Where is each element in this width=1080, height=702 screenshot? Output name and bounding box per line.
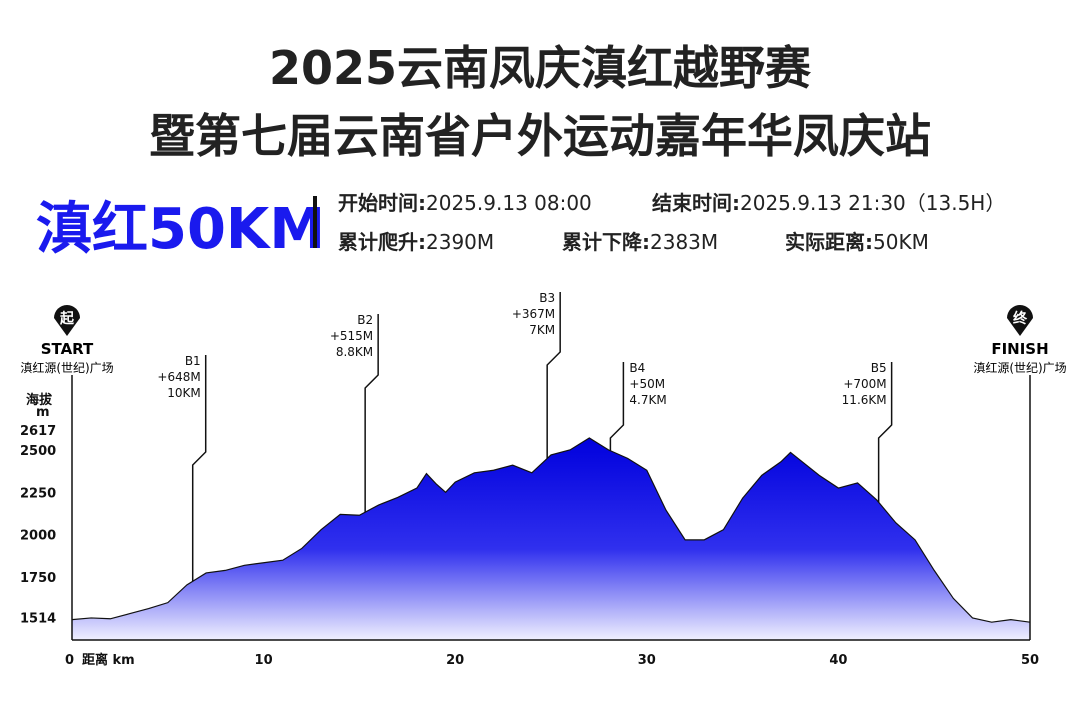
info-value: 2390M — [426, 230, 494, 254]
area-fill — [72, 437, 1030, 640]
info-value: 50KM — [873, 230, 929, 254]
y-tick-label: 2250 — [20, 486, 56, 501]
title: 2025云南凤庆滇红越野赛 — [269, 41, 812, 95]
info-value: 2025.9.13 21:30（13.5H） — [740, 191, 1005, 215]
separator — [313, 196, 317, 248]
info-item: 实际距离:50KM — [785, 230, 929, 254]
marker-icon: 起 — [59, 310, 75, 327]
marker-place: 滇红源(世纪)广场 — [973, 360, 1066, 375]
info-label: 结束时间: — [652, 191, 740, 215]
info-item: 累计爬升:2390M — [338, 230, 494, 254]
x-tick-label: 30 — [638, 653, 656, 668]
annotation-text: +367M — [512, 307, 555, 321]
info-item: 结束时间:2025.9.13 21:30（13.5H） — [652, 191, 1005, 215]
info-item: 开始时间:2025.9.13 08:00 — [338, 191, 592, 215]
annotation-text: +515M — [330, 329, 373, 343]
y-tick-label: 2500 — [20, 444, 56, 459]
info-value: 2025.9.13 08:00 — [426, 191, 592, 215]
annotation-leader — [364, 314, 379, 513]
annotation-text: B1 — [185, 354, 201, 368]
annotation-text: B5 — [871, 361, 887, 375]
y-tick-label: 1514 — [20, 611, 56, 626]
marker-label: START — [41, 340, 94, 358]
annotation-text: +700M — [843, 377, 886, 391]
profile-line — [71, 437, 1031, 623]
y-axis-label: 海拔 — [26, 392, 53, 408]
info-label: 累计下降: — [562, 230, 650, 254]
annotation-text: 10KM — [167, 386, 201, 400]
annotation-leader — [191, 355, 207, 582]
info-label: 实际距离: — [785, 230, 873, 254]
marker-pin — [1007, 305, 1033, 336]
annotation-leader — [546, 292, 561, 459]
y-axis-label: m — [36, 405, 50, 420]
annotation-text: B2 — [357, 313, 373, 327]
annotation-text: B4 — [629, 361, 645, 375]
info-label: 累计爬升: — [338, 230, 426, 254]
annotation-text: +50M — [629, 377, 665, 391]
title: 暨第七届云南省户外运动嘉年华凤庆站 — [149, 109, 931, 163]
marker-pin — [54, 305, 80, 336]
y-tick-label: 2000 — [20, 529, 56, 544]
annotation-leader — [877, 362, 893, 503]
annotation-leader — [609, 362, 625, 451]
x-tick-label: 40 — [829, 653, 847, 668]
info-label: 开始时间: — [338, 191, 426, 215]
race-name: 滇红50KM — [36, 197, 325, 262]
x-tick-label: 50 — [1021, 653, 1039, 668]
annotation-text: B3 — [539, 291, 555, 305]
info-item: 累计下降:2383M — [562, 230, 718, 254]
annotation-text: +648M — [157, 370, 200, 384]
x-axis-label: 距离 km — [82, 652, 135, 668]
x-tick-label: 0 — [65, 653, 74, 668]
annotation-text: 8.8KM — [336, 345, 373, 359]
x-tick-label: 10 — [255, 653, 273, 668]
y-tick-label: 1750 — [20, 571, 56, 586]
y-tick-label: 2617 — [20, 424, 56, 439]
x-tick-label: 20 — [446, 653, 464, 668]
annotation-text: 4.7KM — [629, 393, 666, 407]
annotation-text: 11.6KM — [842, 393, 887, 407]
marker-icon: 终 — [1013, 310, 1028, 327]
annotation-text: 7KM — [529, 323, 555, 337]
marker-label: FINISH — [991, 340, 1048, 358]
marker-place: 滇红源(世纪)广场 — [20, 360, 113, 375]
info-value: 2383M — [650, 230, 718, 254]
